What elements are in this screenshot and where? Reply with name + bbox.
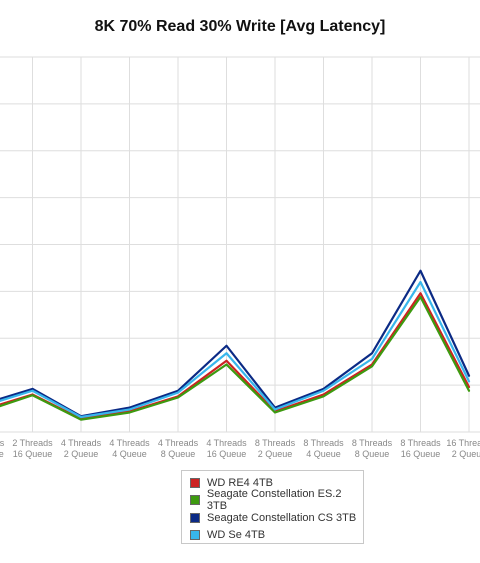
legend-swatch	[190, 477, 200, 488]
data-point	[468, 389, 470, 392]
data-point	[31, 387, 34, 390]
data-point	[80, 416, 82, 418]
legend-item[interactable]: WD Se 4TB	[190, 527, 363, 545]
data-point	[468, 380, 470, 383]
data-point	[128, 411, 131, 414]
legend-label: WD RE4 4TB	[207, 476, 274, 489]
data-point	[31, 389, 34, 392]
data-point	[419, 296, 422, 298]
data-point	[177, 396, 179, 399]
data-point	[31, 394, 34, 397]
data-point	[128, 408, 131, 411]
x-tick-label: 16 Queue	[13, 449, 53, 459]
x-tick-label: 4 Threads	[109, 438, 150, 448]
data-point	[322, 395, 325, 398]
legend-item[interactable]: WD RE4 4TB	[190, 474, 363, 492]
legend-label: Seagate Constellation CS 3TB	[207, 511, 357, 524]
data-point	[468, 386, 470, 388]
chart-legend: WD RE4 4TB Seagate Constellation ES.2 3TB…	[181, 470, 364, 544]
x-tick-label: 4 Threads	[206, 438, 247, 448]
x-tick-label: 16 Queue	[0, 449, 4, 459]
data-point	[80, 418, 82, 421]
legend-label: WD Se 4TB	[207, 529, 266, 542]
series-line	[0, 269, 471, 418]
x-tick-label: 8 Threads	[352, 438, 393, 448]
data-point	[225, 352, 228, 355]
x-tick-label: 16 Threads	[446, 438, 480, 448]
series-line	[0, 280, 471, 419]
legend-swatch	[190, 530, 200, 541]
data-point	[322, 389, 325, 392]
x-tick-label: 8 Queue	[161, 449, 196, 459]
data-point	[468, 374, 470, 377]
x-tick-label: 4 Threads	[158, 438, 199, 448]
data-point	[274, 408, 276, 411]
x-tick-label: 16 Queue	[401, 449, 441, 459]
data-point	[225, 363, 228, 366]
data-point	[419, 281, 422, 283]
legend-item[interactable]: Seagate Constellation ES.2 3TB	[190, 488, 363, 512]
x-tick-label: 2 Queue	[452, 449, 480, 459]
data-point	[274, 411, 276, 414]
x-tick-label: 16 Queue	[207, 449, 247, 459]
legend-swatch	[190, 495, 200, 506]
x-tick-label: 2 Threads	[12, 438, 53, 448]
x-tick-label: 2 Queue	[64, 449, 99, 459]
data-point	[225, 359, 228, 362]
data-point	[419, 292, 422, 295]
legend-label: Seagate Constellation ES.2 3TB	[206, 488, 342, 513]
data-point	[128, 406, 131, 409]
x-tick-label: 8 Threads	[255, 438, 296, 448]
data-point	[419, 269, 422, 272]
x-tick-label: 8 Queue	[355, 449, 390, 459]
legend-swatch	[190, 512, 200, 523]
x-tick-label: 4 Queue	[112, 449, 147, 459]
data-point	[371, 357, 373, 360]
x-tick-label: 1 Threads	[0, 438, 5, 448]
data-point	[371, 352, 373, 355]
x-tick-label: 8 Threads	[400, 438, 441, 448]
legend-item[interactable]: Seagate Constellation CS 3TB	[190, 509, 363, 527]
data-point	[225, 344, 228, 347]
chart-title: 8K 70% Read 30% Write [Avg Latency]	[94, 18, 386, 35]
x-tick-label: 2 Queue	[258, 449, 293, 459]
x-tick-label: 4 Threads	[61, 438, 102, 448]
x-tick-label: 4 Queue	[306, 449, 341, 459]
data-point	[371, 365, 373, 368]
x-tick-label: 8 Threads	[303, 438, 344, 448]
data-point	[177, 391, 179, 394]
